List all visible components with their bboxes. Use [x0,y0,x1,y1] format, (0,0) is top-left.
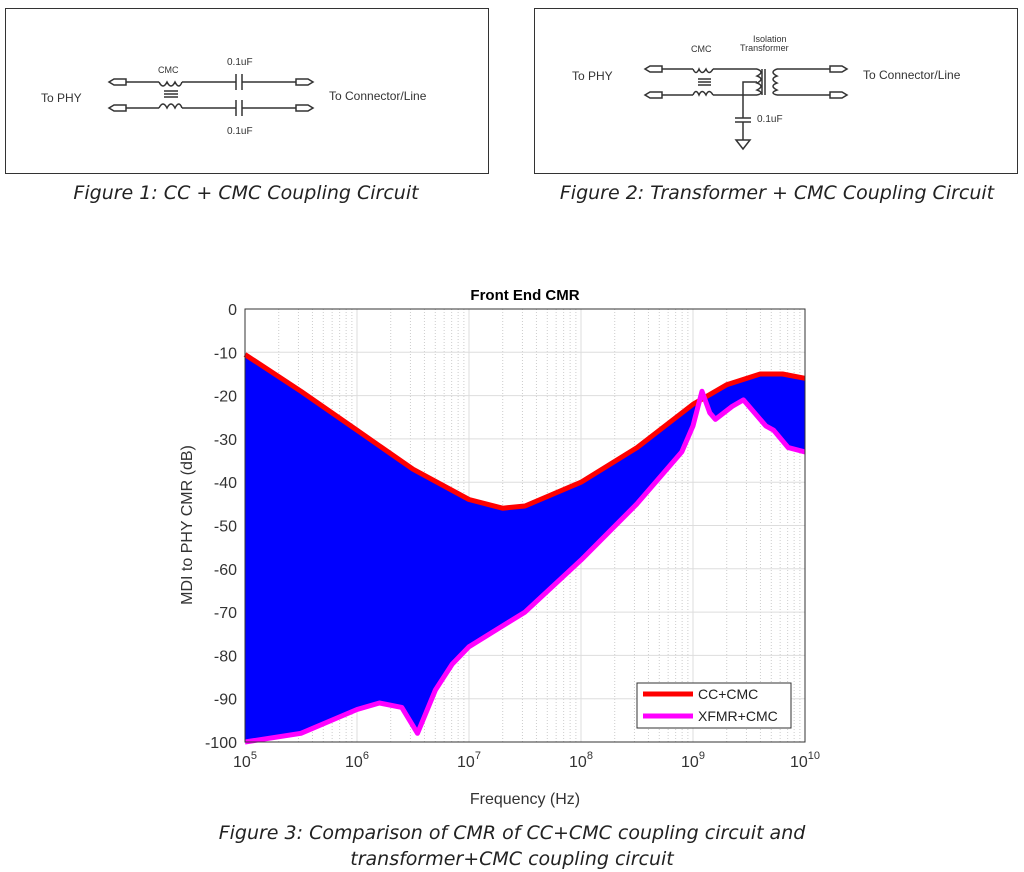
cmc-coil-icon [692,67,714,74]
figure3-caption: Figure 3: Comparison of CMR of CC+CMC co… [0,820,1024,872]
phy-terminal-icon [643,65,663,99]
capacitor-icon [235,74,243,116]
figure2-circuit: To PHY To Connector/Line CMC Isolation T… [534,8,1018,174]
x-tick-label: 108 [569,750,593,771]
y-tick-label: -50 [214,519,237,536]
isolation-label: Isolation [753,34,787,44]
figure3-caption-line1: Figure 3: Comparison of CMR of CC+CMC co… [218,822,806,844]
y-tick-label: -20 [214,389,237,406]
cap-label: 0.1uF [757,114,783,125]
y-tick-label: -100 [205,735,237,752]
cmr-chart: Front End CMR Frequency (Hz) MDI to PHY … [179,287,820,808]
ground-icon [734,139,752,151]
x-tick-label: 1010 [790,750,820,771]
figure1-caption: Figure 1: CC + CMC Coupling Circuit [73,182,419,204]
legend: CC+CMC XFMR+CMC [636,682,792,729]
xfmr-cmc-schematic: To PHY To Connector/Line CMC Isolation T… [572,34,961,151]
figure3-caption-line2: transformer+CMC coupling circuit [350,848,674,870]
y-tick-label: -60 [214,562,237,579]
y-axis-label: MDI to PHY CMR (dB) [179,445,196,605]
x-tick-label: 105 [233,750,257,771]
legend-label-xfmr-cmc: XFMR+CMC [698,708,778,724]
cap-top-label: 0.1uF [227,57,253,68]
transformer-primary-icon [755,68,762,96]
legend-label-cc-cmc: CC+CMC [698,686,758,702]
figure2-caption: Figure 2: Transformer + CMC Coupling Cir… [559,182,995,204]
y-tick-label: -40 [214,475,237,492]
cmc-label: CMC [691,44,712,54]
cmc-coil-icon [158,80,183,87]
to-connector-label: To Connector/Line [329,89,427,103]
x-tick-label: 107 [457,750,481,771]
transformer-label: Transformer [740,43,789,53]
chart-title: Front End CMR [470,287,579,304]
series-line-cc-cmc [243,352,806,511]
x-axis-label: Frequency (Hz) [470,791,580,808]
line-terminal-icon [829,65,849,99]
y-tick-label: -70 [214,605,237,622]
cmc-label: CMC [158,65,179,75]
y-tick-label: -30 [214,432,237,449]
cap-bottom-label: 0.1uF [227,126,253,137]
cc-cmc-schematic: To PHY To Connector/Line CMC 0.1uF 0.1uF [41,57,427,137]
to-phy-label: To PHY [572,69,613,83]
capacitor-icon [735,81,757,140]
y-tick-label: -10 [214,345,237,362]
plot-frame [244,308,806,743]
phy-terminal-icon [107,78,127,112]
line-terminal-icon [295,78,315,112]
x-tick-label: 106 [345,750,369,771]
transformer-secondary-icon [772,68,779,96]
y-tick-label: -90 [214,692,237,709]
x-tick-label: 109 [681,750,705,771]
figure1-circuit: To PHY To Connector/Line CMC 0.1uF 0.1uF [5,8,489,174]
y-tick-label: -80 [214,648,237,665]
to-connector-label: To Connector/Line [863,68,961,82]
to-phy-label: To PHY [41,91,82,105]
y-tick-label: 0 [228,302,237,319]
series-line-xfmr-cmc [244,388,806,745]
